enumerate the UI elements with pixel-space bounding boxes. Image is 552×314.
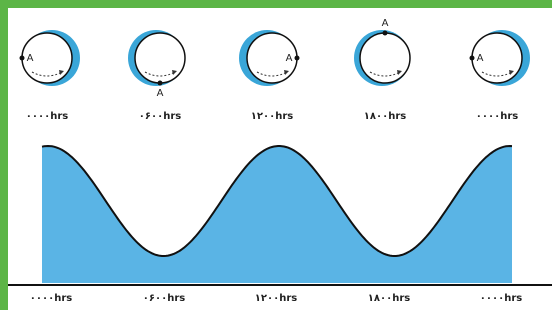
time-label: ۰۰۰۰hrs bbox=[480, 293, 522, 304]
point-label: A bbox=[157, 88, 164, 99]
time-label: ۱۸۰۰hrs bbox=[368, 293, 410, 304]
earth bbox=[360, 33, 410, 83]
point-a bbox=[20, 56, 25, 61]
point-a bbox=[470, 56, 475, 61]
time-label: ۰۰۰۰hrs bbox=[30, 293, 72, 304]
time-label: ۱۸۰۰hrs bbox=[364, 111, 406, 122]
point-label: A bbox=[286, 53, 293, 64]
point-label: A bbox=[27, 53, 34, 64]
point-a bbox=[383, 31, 388, 36]
time-label: ۰۶۰۰hrs bbox=[143, 293, 185, 304]
point-a bbox=[158, 81, 163, 86]
point-a bbox=[295, 56, 300, 61]
time-label: ۰۶۰۰hrs bbox=[139, 111, 181, 122]
time-label: ۱۲۰۰hrs bbox=[255, 293, 297, 304]
earth bbox=[135, 33, 185, 83]
time-label: ۰۰۰۰hrs bbox=[26, 111, 68, 122]
diagram: A ۰۰۰۰hrs ۰۰۰۰hrs A ۰۶۰۰hrs ۰۶۰۰hrs A ۱۲۰۰hrs ۱۲… bbox=[0, 0, 552, 310]
time-label: ۱۲۰۰hrs bbox=[251, 111, 293, 122]
point-label: A bbox=[382, 18, 389, 29]
point-label: A bbox=[477, 53, 484, 64]
time-label: ۰۰۰۰hrs bbox=[476, 111, 518, 122]
